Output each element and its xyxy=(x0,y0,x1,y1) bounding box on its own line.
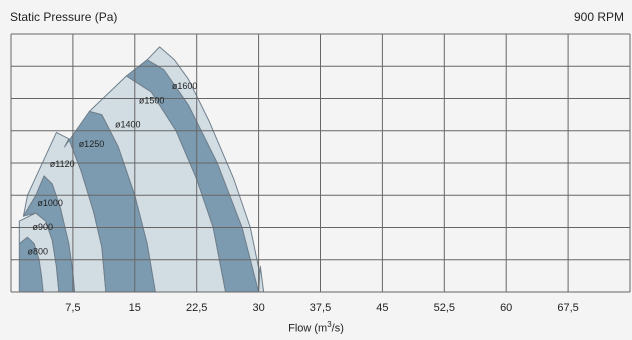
x-tick-label-3: 30 xyxy=(252,302,264,314)
series-label-7: ø1600 xyxy=(172,81,198,91)
x-axis-title: Flow (m3/s) xyxy=(0,320,632,335)
series-label-6: ø1500 xyxy=(139,95,165,105)
series-label-0: ø800 xyxy=(28,246,49,256)
x-tick-label-5: 45 xyxy=(376,302,388,314)
x-tick-label-6: 52,5 xyxy=(434,302,455,314)
x-tick-label-7: 60 xyxy=(500,302,512,314)
x-tick-label-8: 67,5 xyxy=(557,302,578,314)
series-label-3: ø1120 xyxy=(50,159,75,169)
gridlines xyxy=(10,33,631,293)
x-tick-labels: 7,5 15 22,5 30 37,5 45 52,5 60 67,5 xyxy=(65,302,579,314)
series-label-1: ø900 xyxy=(33,222,54,232)
series-label-5: ø1400 xyxy=(115,120,141,130)
x-tick-label-0: 7,5 xyxy=(65,302,80,314)
series-label-4: ø1250 xyxy=(79,139,105,149)
rpm-annotation: 900 RPM xyxy=(573,10,624,24)
x-axis-title-sup: 3 xyxy=(327,320,332,329)
series-labels: ø800 ø900 ø1000 ø1120 ø1250 ø1400 ø1500 ø1600 xyxy=(28,81,198,256)
series-group xyxy=(18,46,265,293)
y-axis-title: Static Pressure (Pa) xyxy=(10,10,118,24)
x-tick-label-2: 22,5 xyxy=(186,302,207,314)
x-tick-label-4: 37,5 xyxy=(310,302,331,314)
x-axis-title-suffix: /s) xyxy=(331,322,344,335)
series-label-2: ø1000 xyxy=(37,198,63,208)
x-tick-label-1: 15 xyxy=(129,302,141,314)
x-axis-title-prefix: Flow (m xyxy=(288,322,328,335)
